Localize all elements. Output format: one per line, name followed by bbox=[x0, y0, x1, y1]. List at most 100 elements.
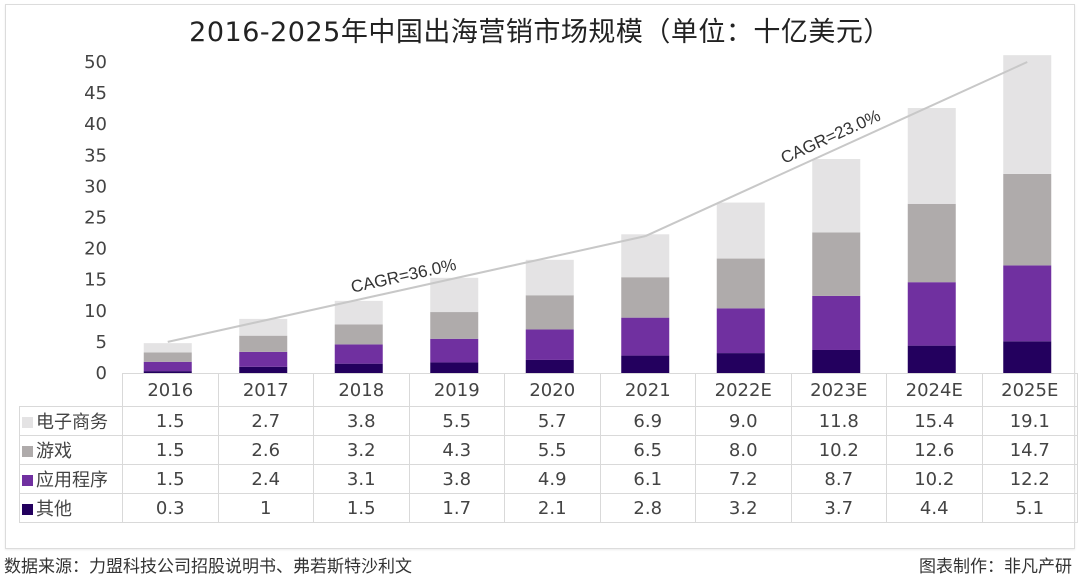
source-note: 数据来源：力盟科技公司招股说明书、弗若斯特沙利文 bbox=[4, 557, 412, 577]
data-value: 15.4 bbox=[886, 406, 983, 436]
bar-stack bbox=[812, 159, 861, 373]
cagr-label: CAGR=23.0% bbox=[778, 106, 883, 168]
legend-swatch-icon bbox=[22, 504, 33, 515]
cagr-trend-line bbox=[644, 61, 1028, 238]
data-value: 2.4 bbox=[217, 464, 314, 494]
bar-segment bbox=[525, 259, 574, 296]
bars bbox=[143, 55, 1052, 373]
legend-swatch-icon bbox=[22, 446, 33, 457]
bar-segment bbox=[430, 338, 479, 363]
bar-segment bbox=[239, 351, 288, 367]
y-tick-label: 30 bbox=[84, 176, 107, 197]
bar-stack bbox=[334, 300, 383, 373]
legend-entry: 其他 bbox=[19, 493, 123, 523]
category-label: 2022E bbox=[695, 373, 792, 407]
bar-segment bbox=[334, 324, 383, 345]
bar-segment bbox=[1003, 55, 1052, 174]
bar-segment bbox=[143, 352, 192, 362]
table-header-row: 2016 2017 2018 2019 2020 2021 2022E 2023E 2024E 2… bbox=[19, 373, 1078, 407]
data-value: 1.7 bbox=[408, 493, 505, 523]
bar-stack bbox=[430, 277, 479, 373]
y-tick-label: 50 bbox=[84, 52, 107, 73]
bar-segment bbox=[239, 335, 288, 352]
legend-swatch-icon bbox=[22, 417, 33, 428]
table-row: 电子商务 1.5 2.7 3.8 5.5 5.7 6.9 9.0 11.8 15.4 19.1 bbox=[19, 406, 1078, 436]
legend-entry: 电子商务 bbox=[19, 406, 123, 436]
category-label: 2020 bbox=[504, 373, 601, 407]
data-value: 4.4 bbox=[886, 493, 983, 523]
data-value: 5.1 bbox=[981, 493, 1078, 523]
bar-segment bbox=[621, 277, 670, 318]
y-tick-label: 45 bbox=[84, 83, 107, 104]
data-value: 3.8 bbox=[313, 406, 410, 436]
data-value: 1.5 bbox=[122, 464, 219, 494]
category-label: 2017 bbox=[217, 373, 314, 407]
data-value: 10.2 bbox=[886, 464, 983, 494]
data-value: 12.2 bbox=[981, 464, 1078, 494]
data-value: 3.2 bbox=[313, 435, 410, 465]
legend-label: 电子商务 bbox=[36, 412, 108, 433]
bar-segment bbox=[812, 349, 861, 373]
data-value: 19.1 bbox=[981, 406, 1078, 436]
y-tick-label: 40 bbox=[84, 114, 107, 135]
data-value: 8.0 bbox=[695, 435, 792, 465]
category-label: 2016 bbox=[122, 373, 219, 407]
data-value: 5.5 bbox=[408, 406, 505, 436]
table-row: 其他 0.3 1 1.5 1.7 2.1 2.8 3.2 3.7 4.4 5.1 bbox=[19, 493, 1078, 523]
data-value: 4.3 bbox=[408, 435, 505, 465]
table-row: 游戏 1.5 2.6 3.2 4.3 5.5 6.5 8.0 10.2 12.6 14.7 bbox=[19, 435, 1078, 465]
bar-segment bbox=[1003, 265, 1052, 342]
data-value: 8.7 bbox=[790, 464, 887, 494]
legend-entry: 应用程序 bbox=[19, 464, 123, 494]
y-tick-label: 20 bbox=[84, 239, 107, 260]
data-value: 3.7 bbox=[790, 493, 887, 523]
bar-stack bbox=[143, 343, 192, 373]
bar-stack bbox=[716, 202, 765, 373]
table-corner bbox=[19, 373, 123, 407]
bar-segment bbox=[716, 202, 765, 259]
data-value: 1 bbox=[217, 493, 314, 523]
bar-stack bbox=[1003, 55, 1052, 373]
bar-segment bbox=[143, 343, 192, 353]
data-table: 2016 2017 2018 2019 2020 2021 2022E 2023E 2024E 2… bbox=[19, 373, 1078, 523]
bar-segment bbox=[334, 300, 383, 325]
bar-segment bbox=[907, 203, 956, 283]
bar-segment bbox=[716, 308, 765, 354]
data-value: 0.3 bbox=[122, 493, 219, 523]
bar-segment bbox=[143, 361, 192, 372]
bar-segment bbox=[812, 159, 861, 233]
data-value: 9.0 bbox=[695, 406, 792, 436]
data-value: 10.2 bbox=[790, 435, 887, 465]
bar-segment bbox=[812, 232, 861, 296]
chart-title: 2016-2025年中国出海营销市场规模（单位：十亿美元） bbox=[189, 17, 891, 48]
data-value: 14.7 bbox=[981, 435, 1078, 465]
data-value: 3.1 bbox=[313, 464, 410, 494]
data-value: 3.8 bbox=[408, 464, 505, 494]
data-value: 3.2 bbox=[695, 493, 792, 523]
bar-segment bbox=[716, 353, 765, 373]
bar-segment bbox=[525, 359, 574, 373]
bar-segment bbox=[907, 345, 956, 373]
bar-stack bbox=[907, 108, 956, 373]
data-value: 12.6 bbox=[886, 435, 983, 465]
category-label: 2023E bbox=[790, 373, 887, 407]
bar-stack bbox=[239, 318, 288, 373]
y-tick-label: 15 bbox=[84, 270, 107, 291]
data-value: 2.7 bbox=[217, 406, 314, 436]
data-value: 5.5 bbox=[504, 435, 601, 465]
data-value: 1.5 bbox=[313, 493, 410, 523]
category-label: 2018 bbox=[313, 373, 410, 407]
bar-segment bbox=[239, 366, 288, 373]
bar-segment bbox=[1003, 341, 1052, 373]
bar-segment bbox=[525, 295, 574, 330]
bar-segment bbox=[143, 371, 192, 373]
legend-swatch-icon bbox=[22, 475, 33, 486]
y-tick-label: 25 bbox=[84, 208, 107, 229]
data-value: 6.1 bbox=[599, 464, 696, 494]
data-value: 1.5 bbox=[122, 406, 219, 436]
bar-segment bbox=[907, 282, 956, 346]
bar-segment bbox=[334, 363, 383, 373]
bar-segment bbox=[621, 317, 670, 356]
y-tick-label: 35 bbox=[84, 145, 107, 166]
